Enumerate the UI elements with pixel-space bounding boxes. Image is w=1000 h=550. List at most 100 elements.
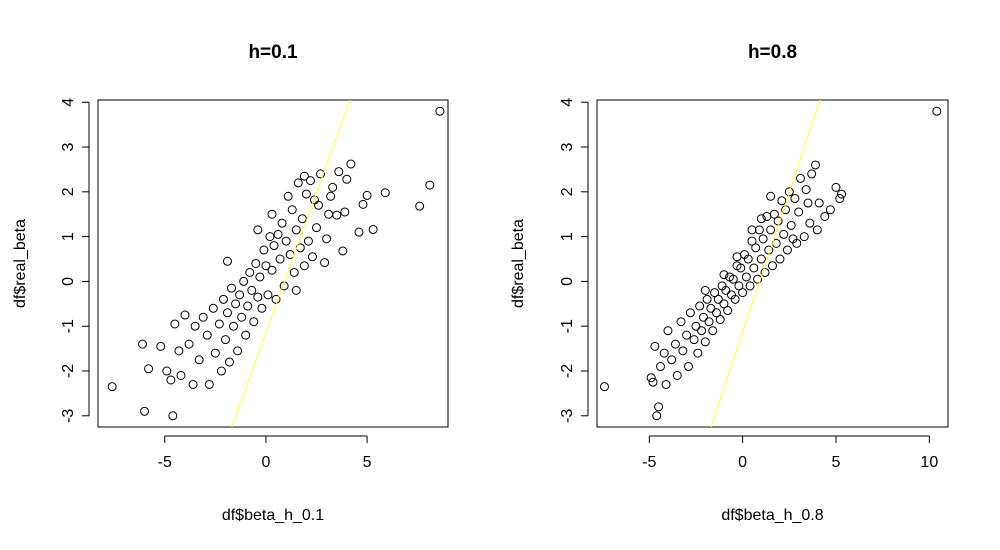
scatter-point — [247, 285, 257, 295]
scatter-point — [334, 167, 344, 177]
scatter-point — [756, 254, 766, 264]
scatter-point — [346, 159, 356, 169]
scatter-point — [747, 225, 757, 235]
scatter-point — [299, 261, 309, 271]
y-tick-label: -1 — [559, 319, 576, 333]
scatter-point — [788, 234, 798, 244]
scatter-point — [202, 330, 212, 340]
scatter-point — [311, 223, 321, 233]
scatter-point — [316, 169, 326, 179]
scatter-point — [297, 214, 307, 224]
scatter-point — [166, 375, 176, 385]
scatter-point — [790, 194, 800, 204]
scatter-point — [655, 362, 665, 372]
scatter-point — [287, 205, 297, 215]
scatter-point — [749, 263, 759, 273]
scatter-point — [259, 245, 269, 255]
scatter-point — [678, 346, 688, 356]
scatter-point — [698, 312, 708, 322]
y-tick-label: 0 — [559, 277, 576, 286]
x-tick-label: -5 — [158, 454, 172, 471]
y-tick-label: 3 — [60, 142, 77, 151]
scatter-point — [301, 189, 311, 199]
scatter-point — [685, 308, 695, 318]
scatter-point — [241, 330, 251, 340]
scatter-point — [435, 106, 445, 116]
x-tick-label: 0 — [738, 454, 747, 471]
scatter-point — [299, 171, 309, 181]
scatter-point — [249, 317, 259, 327]
scatter-point — [204, 379, 214, 389]
scatter-point — [719, 299, 729, 309]
scatter-point — [190, 321, 200, 331]
scatter-point — [695, 301, 705, 311]
scatter-point — [291, 225, 301, 235]
scatter-point — [672, 370, 682, 380]
scatter-point — [305, 176, 315, 186]
scatter-point — [320, 258, 330, 268]
scatter-point — [326, 191, 336, 201]
scatter-point — [380, 188, 390, 198]
scatter-point — [267, 265, 277, 275]
scatter-point — [693, 348, 703, 358]
y-tick-label: -1 — [60, 319, 77, 333]
scatter-point — [194, 355, 204, 365]
scatter-point — [342, 174, 352, 184]
scatter-point — [831, 182, 841, 192]
scatter-point — [237, 312, 247, 322]
scatter-panel-h-0-1: h=0.1 df$beta_h_0.1 df$real_beta -5 0 5 -3 -2 -1… — [12, 42, 449, 524]
scatter-point — [676, 317, 686, 327]
scatter-point — [222, 256, 232, 266]
scatter-point — [358, 199, 368, 209]
y-tick-label: -2 — [559, 364, 576, 378]
scatter-point — [140, 406, 150, 416]
scatter-point — [650, 341, 660, 351]
scatter-point — [837, 189, 847, 199]
scatter-point — [810, 160, 820, 170]
scatter-point — [229, 321, 239, 331]
scatter-point — [805, 218, 815, 228]
y-tick-label: 0 — [60, 277, 77, 286]
scatter-point — [198, 312, 208, 322]
scatter-point — [214, 319, 224, 329]
scatter-point — [210, 348, 220, 358]
scatter-point — [227, 283, 237, 293]
scatter-point — [233, 346, 243, 356]
scatter-point — [307, 252, 317, 262]
scatter-point — [738, 288, 748, 298]
x-tick-label: 0 — [261, 454, 270, 471]
scatter-point — [697, 326, 707, 336]
scatter-point — [794, 207, 804, 217]
scatter-point — [779, 229, 789, 239]
scatter-point — [766, 191, 776, 201]
scatter-point — [762, 211, 772, 221]
scatter-point — [706, 303, 716, 313]
scatter-point — [773, 216, 783, 226]
scatter-point — [667, 355, 677, 365]
plot-frame — [97, 99, 449, 428]
scatter-point — [225, 357, 235, 367]
scatter-point — [368, 224, 378, 234]
scatter-point — [257, 303, 267, 313]
scatter-point — [734, 281, 744, 291]
scatter-point — [293, 178, 303, 188]
scatter-point — [281, 236, 291, 246]
scatter-point — [239, 276, 249, 286]
scatter-point — [216, 366, 226, 376]
scatter-point — [654, 402, 664, 412]
scatter-point — [362, 190, 372, 200]
scatter-point — [273, 229, 283, 239]
scatter-point — [835, 194, 845, 204]
scatter-point — [723, 306, 733, 316]
scatter-point — [174, 346, 184, 356]
scatter-point — [338, 246, 348, 256]
scatter-point — [261, 261, 271, 271]
y-tick-label: -3 — [559, 409, 576, 423]
scatter-point — [275, 254, 285, 264]
y-axis-label: df$real_beta — [510, 219, 527, 308]
scatter-point — [162, 366, 172, 376]
y-tick-label: 1 — [559, 232, 576, 241]
y-tick-label: -3 — [60, 409, 77, 423]
scatter-point — [760, 267, 770, 277]
scatter-point — [711, 308, 721, 318]
